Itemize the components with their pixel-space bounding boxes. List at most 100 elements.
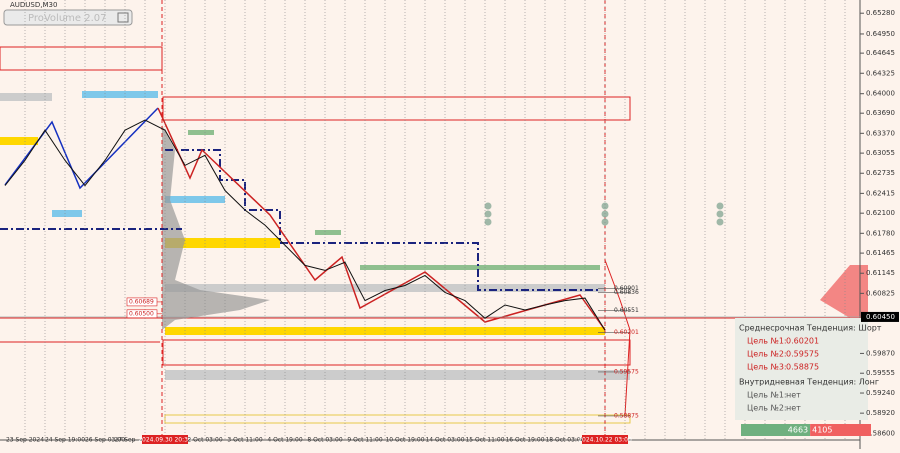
x-tick-label: 15 Oct 11:00 (465, 437, 504, 444)
y-tick-label: 0.63690 (866, 109, 895, 117)
target-value: 0.59575 (786, 350, 819, 359)
buy-volume (741, 424, 811, 436)
y-tick-label: 0.60825 (866, 289, 895, 297)
sell-volume-label: 4105 (812, 426, 832, 435)
buy-volume-label: 4663 (788, 426, 808, 435)
zone (0, 137, 38, 145)
level-label: 0.60836 (614, 289, 639, 296)
zone (162, 339, 631, 366)
x-tick-label: 2024.09.30 20:30 (138, 437, 192, 444)
marker (484, 218, 492, 226)
zone (165, 238, 280, 248)
decorations (0, 0, 868, 449)
level-label: 0.60201 (614, 329, 639, 336)
target-value: нет (786, 404, 801, 413)
x-tick-label: 24 Sep 19:00 (45, 437, 85, 444)
x-tick-label: 18 Oct 03:00 (545, 437, 584, 444)
indicator-box (3, 9, 133, 26)
x-tick-label: 2024.10.22 03:00 (578, 437, 632, 444)
y-tick-label: 0.61465 (866, 249, 895, 257)
marker (716, 202, 724, 210)
y-tick-label: 0.62415 (866, 189, 895, 197)
marker (716, 210, 724, 218)
x-tick-label: 27 Sep (115, 437, 136, 444)
x-tick-label: 16 Oct 19:00 (505, 437, 544, 444)
target-name: Цель №1: (747, 391, 787, 400)
y-tick-label: 0.64645 (866, 49, 895, 57)
target-name: Цель №2: (747, 350, 787, 359)
y-tick-label: 0.59555 (866, 369, 895, 377)
current-price-box (861, 311, 899, 322)
zone (164, 414, 631, 424)
y-tick-label: 0.64325 (866, 69, 895, 77)
y-tick-label: 0.62735 (866, 169, 895, 177)
y-tick-label: 0.65280 (866, 9, 895, 17)
marker (484, 202, 492, 210)
level-label: 0.60901 (614, 285, 639, 292)
plot-area (0, 0, 860, 449)
target-name: Цель №3: (747, 363, 787, 372)
y-tick-label: 0.58600 (866, 429, 895, 437)
zone (165, 327, 605, 335)
zone (52, 210, 82, 217)
y-tick-label: 0.59870 (866, 349, 895, 357)
zone (0, 93, 52, 101)
x-tick-label: 10 Oct 19:00 (385, 437, 424, 444)
x-label-box (582, 435, 628, 444)
y-tick-label: 0.58920 (866, 409, 895, 417)
price-line (4, 119, 606, 331)
x-tick-label: 14 Oct 03:00 (425, 437, 464, 444)
zone (315, 230, 341, 235)
target-value: 0.60201 (786, 337, 819, 346)
zone (360, 265, 600, 270)
y-tick-label: 0.59240 (866, 389, 895, 397)
level-label: 0.60551 (614, 307, 639, 314)
zone (162, 96, 631, 121)
level-label: 0.59575 (614, 368, 639, 375)
zone (165, 370, 630, 380)
y-tick-label: 0.61145 (866, 269, 895, 277)
level-label: 0.60500 (129, 310, 154, 317)
zigzag (4, 107, 159, 190)
panel-heading: Внутридневная Тенденция: Лонг (739, 378, 879, 387)
level-label: 0.58875 (614, 412, 639, 419)
y-tick-label: 0.61780 (866, 229, 895, 237)
target-name: Цель №1: (747, 337, 787, 346)
x-tick-label: 26 Sep 03:00 (85, 437, 125, 444)
y-tick-label: 0.64000 (866, 90, 895, 98)
panel-heading: Среднесрочная Тенденция: Шорт (739, 324, 882, 333)
sell-volume (810, 424, 871, 436)
y-tick-label: 0.63055 (866, 149, 895, 157)
x-tick-label: 4 Oct 19:00 (267, 437, 302, 444)
marker (601, 202, 609, 210)
panel (735, 318, 868, 420)
y-tick-label: 0.64950 (866, 30, 895, 38)
x-tick-label: 2 Oct 03:00 (187, 437, 222, 444)
target-value: 0.58875 (786, 363, 819, 372)
current-price-label: 0.60450 (866, 313, 895, 321)
volume-profile (162, 125, 270, 330)
x-tick-label: 8 Oct 03:00 (307, 437, 342, 444)
icon (117, 12, 129, 23)
x-label-box (142, 435, 188, 444)
trend-line (165, 149, 600, 291)
x-tick-label: 23 Sep 2024 (6, 437, 44, 444)
target-value: нет (786, 391, 801, 400)
marker (484, 210, 492, 218)
x-tick-label: 3 Oct 11:00 (227, 437, 262, 444)
zone (165, 196, 225, 203)
level-label: 0.60689 (129, 298, 154, 305)
y-tick-label: 0.62100 (866, 209, 895, 217)
x-tick-label: 9 Oct 11:00 (347, 437, 382, 444)
target-name: Цель №2: (747, 404, 787, 413)
indicator-name: ProVolume 2.07 (28, 13, 107, 24)
zone (82, 91, 158, 98)
chart-title: AUDUSD,M30 (10, 1, 57, 9)
marker (716, 218, 724, 226)
zone (188, 130, 214, 135)
volume-profile (820, 265, 868, 318)
y-tick-label: 0.63370 (866, 129, 895, 137)
marker (601, 210, 609, 218)
